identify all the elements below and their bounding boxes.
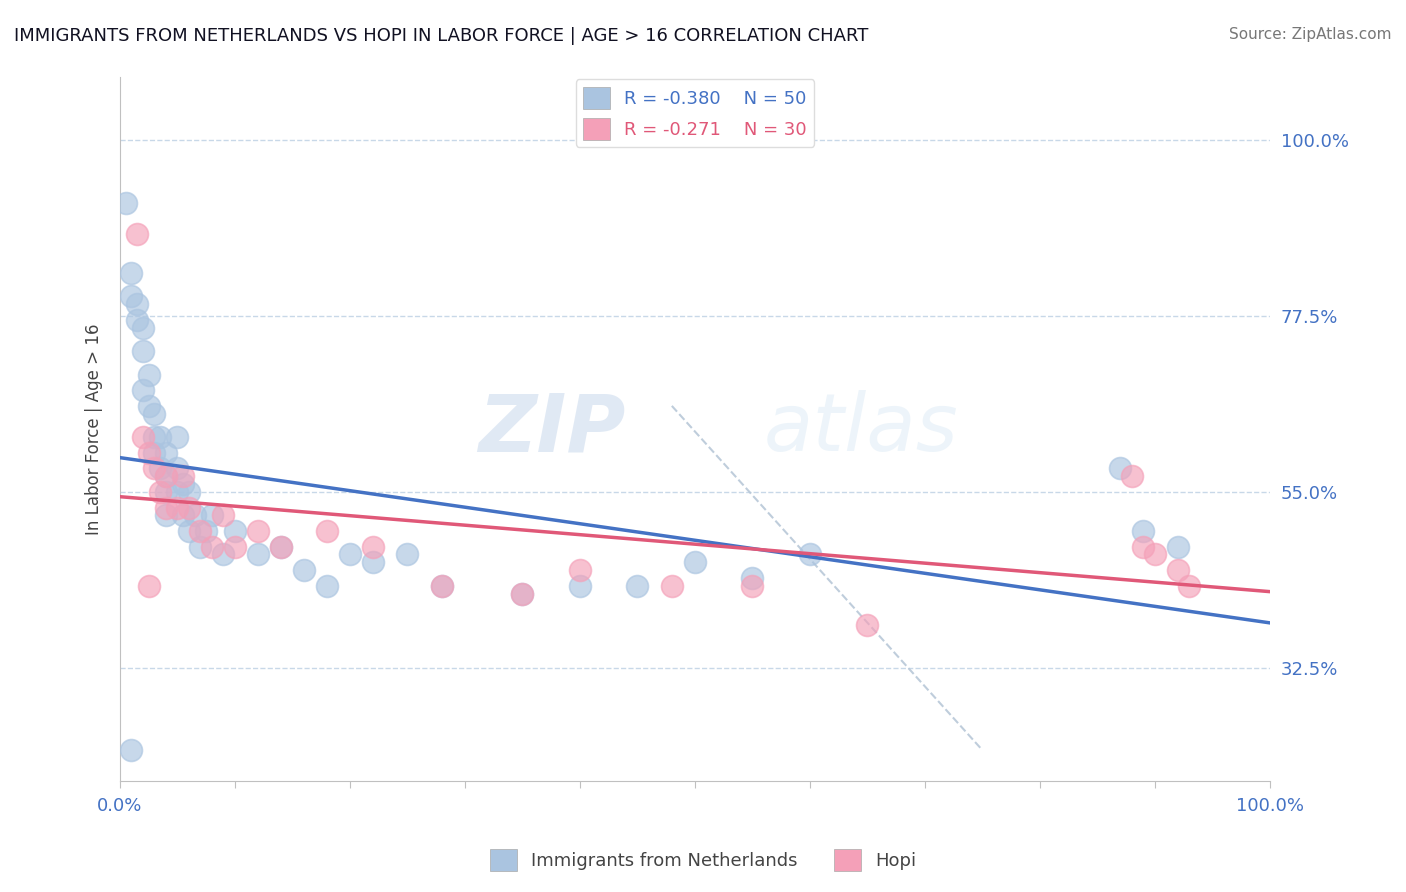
Point [114, 195, 136, 210]
Point [132, 344, 155, 359]
Point [177, 500, 200, 515]
Point [166, 430, 188, 444]
Point [316, 579, 339, 593]
Point [155, 446, 177, 460]
Point [741, 571, 763, 585]
Point [166, 500, 188, 515]
Point [190, 524, 212, 538]
Legend: R = -0.380    N = 50, R = -0.271    N = 30: R = -0.380 N = 50, R = -0.271 N = 30 [575, 79, 814, 147]
Point [430, 579, 453, 593]
Point [270, 540, 292, 554]
Point [132, 384, 155, 398]
Point [155, 508, 177, 523]
Legend: Immigrants from Netherlands, Hopi: Immigrants from Netherlands, Hopi [482, 842, 924, 879]
Point [430, 579, 453, 593]
Point [856, 618, 879, 632]
Point [155, 484, 177, 499]
Point [155, 469, 177, 483]
Point [149, 430, 172, 444]
Point [1178, 579, 1201, 593]
Point [195, 524, 218, 538]
Point [246, 548, 269, 562]
Point [132, 320, 155, 334]
Point [149, 484, 172, 499]
Point [149, 461, 172, 475]
Point [224, 540, 246, 554]
Text: ZIP: ZIP [478, 391, 626, 468]
Point [568, 579, 591, 593]
Point [270, 540, 292, 554]
Point [292, 563, 315, 577]
Point [212, 508, 235, 523]
Point [127, 297, 149, 311]
Point [224, 524, 246, 538]
Point [138, 579, 160, 593]
Point [138, 368, 160, 382]
Point [172, 469, 194, 483]
Point [396, 548, 419, 562]
Point [1132, 524, 1154, 538]
Point [212, 548, 235, 562]
Point [172, 508, 194, 523]
Point [177, 524, 200, 538]
Point [201, 540, 224, 554]
Point [1121, 469, 1143, 483]
Point [339, 548, 361, 562]
Point [121, 289, 143, 303]
Point [121, 743, 143, 757]
Point [512, 586, 534, 600]
Text: IMMIGRANTS FROM NETHERLANDS VS HOPI IN LABOR FORCE | AGE > 16 CORRELATION CHART: IMMIGRANTS FROM NETHERLANDS VS HOPI IN L… [14, 27, 869, 45]
Point [741, 579, 763, 593]
Point [172, 477, 194, 491]
Point [361, 555, 384, 569]
Point [1167, 563, 1189, 577]
Point [316, 524, 339, 538]
Text: Source: ZipAtlas.com: Source: ZipAtlas.com [1229, 27, 1392, 42]
Y-axis label: In Labor Force | Age > 16: In Labor Force | Age > 16 [86, 324, 103, 535]
Point [143, 407, 166, 421]
Point [246, 524, 269, 538]
Point [143, 430, 166, 444]
Point [121, 266, 143, 280]
Point [138, 399, 160, 413]
Point [166, 461, 188, 475]
Point [512, 586, 534, 600]
Point [138, 446, 160, 460]
Point [1109, 461, 1132, 475]
Point [155, 469, 177, 483]
Point [568, 563, 591, 577]
Text: atlas: atlas [763, 391, 959, 468]
Point [166, 484, 188, 499]
Point [626, 579, 648, 593]
Point [1167, 540, 1189, 554]
Point [127, 313, 149, 327]
Point [661, 579, 683, 593]
Point [143, 461, 166, 475]
Point [1132, 540, 1154, 554]
Point [132, 430, 155, 444]
Point [190, 540, 212, 554]
Point [143, 446, 166, 460]
Point [361, 540, 384, 554]
Point [201, 508, 224, 523]
Point [183, 508, 205, 523]
Point [127, 227, 149, 241]
Point [177, 484, 200, 499]
Point [799, 548, 821, 562]
Point [683, 555, 706, 569]
Point [1143, 548, 1166, 562]
Point [155, 500, 177, 515]
